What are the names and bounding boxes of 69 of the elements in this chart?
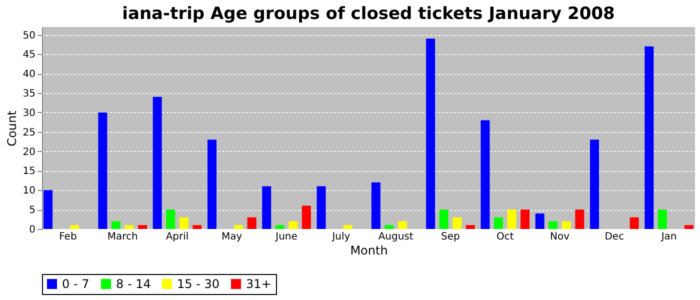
bar: [371, 182, 380, 229]
bar: [658, 210, 667, 229]
bar: [44, 190, 53, 229]
chart-title: iana-trip Age groups of closed tickets January 2008: [122, 4, 615, 24]
x-tick-label: Oct: [496, 232, 514, 242]
x-tick-label: Feb: [59, 232, 77, 242]
y-tick-label: 20: [22, 146, 36, 158]
bar: [234, 225, 244, 229]
y-tick-label: 0: [29, 224, 36, 236]
x-tick-label: Jan: [660, 232, 677, 242]
y-axis-title: Count: [4, 110, 19, 146]
y-tick-label: 30: [22, 108, 36, 119]
bar: [275, 225, 284, 229]
bar: [507, 210, 516, 229]
bar: [316, 186, 326, 229]
bar: [192, 225, 202, 229]
bar: [152, 96, 162, 229]
bar: [179, 217, 188, 229]
bar: [247, 217, 256, 229]
bar: [98, 112, 108, 229]
bar: [548, 221, 558, 229]
legend-label: 8 - 14: [116, 277, 151, 291]
x-tick-label: Dec: [604, 232, 624, 242]
legend-label: 0 - 7: [62, 277, 90, 291]
x-axis-title: Month: [350, 244, 388, 258]
y-tick-label: 10: [22, 186, 36, 197]
x-tick-label: March: [107, 232, 138, 242]
y-tick-label: 45: [22, 50, 36, 61]
x-tick-label: April: [166, 232, 189, 242]
bar: [630, 217, 639, 229]
bar: [535, 213, 544, 229]
y-tick-label: 35: [22, 88, 36, 100]
bar: [398, 221, 407, 229]
x-tick-label: June: [274, 232, 298, 242]
x-tick-label: May: [222, 232, 242, 242]
bar: [644, 46, 654, 229]
y-tick-label: 50: [22, 30, 36, 42]
bar: [466, 225, 475, 229]
y-tick-label: 25: [22, 127, 36, 138]
bar: [520, 210, 530, 229]
bar: [343, 225, 352, 229]
x-tick-label: July: [331, 232, 350, 242]
bar: [684, 225, 694, 229]
y-tick-label: 40: [22, 69, 36, 80]
bar: [124, 225, 134, 229]
bar: [288, 221, 298, 229]
bar: [562, 221, 571, 229]
bar: [452, 217, 462, 229]
bar: [494, 217, 503, 229]
bar: [590, 140, 599, 229]
legend-label: 31+: [246, 277, 272, 291]
bar: [480, 120, 490, 229]
bar: [384, 225, 394, 229]
bar: [207, 140, 216, 229]
x-tick-label: Nov: [550, 232, 570, 242]
bar: [70, 225, 80, 229]
legend-label: 15 - 30: [177, 277, 220, 291]
bar: [138, 225, 148, 229]
bar: [426, 38, 436, 229]
bar: [166, 210, 176, 229]
y-tick-label: 5: [29, 205, 36, 216]
bar: [575, 210, 584, 229]
y-tick-label: 15: [22, 166, 36, 178]
x-tick-label: Sep: [441, 232, 460, 242]
bar: [439, 210, 448, 229]
x-tick-label: August: [378, 232, 414, 242]
bar: [262, 186, 272, 229]
bar: [111, 221, 120, 229]
bar: [302, 206, 311, 229]
